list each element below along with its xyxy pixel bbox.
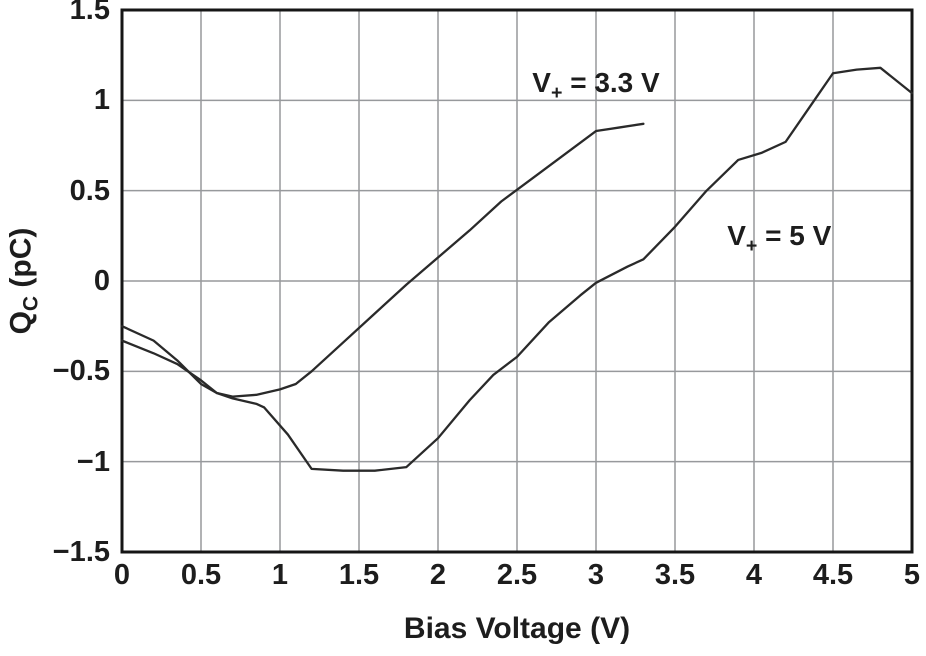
x-tick-label: 1 <box>271 559 289 591</box>
y-tick-label: 0 <box>93 265 110 297</box>
x-tick-label: 2.5 <box>496 559 538 591</box>
series-curve <box>120 122 645 398</box>
x-tick-label: 4 <box>745 559 763 591</box>
y-tick-label: −0.5 <box>52 355 110 388</box>
curve-label: V+ = 3.3 V <box>532 67 659 105</box>
plot-frame <box>120 8 914 554</box>
x-tick-label: 5 <box>903 559 921 591</box>
x-axis-title: Bias Voltage (V) <box>403 612 631 645</box>
y-tick-label: −1 <box>76 445 110 478</box>
y-tick-label: −1.5 <box>52 536 110 568</box>
curve-label-pre: V <box>727 220 746 252</box>
y-tick-label: 1 <box>93 84 110 117</box>
x-tick-label: 2 <box>429 559 447 591</box>
x-tick-label: 3.5 <box>654 559 696 591</box>
curve-label-pre: V <box>532 67 551 99</box>
y-tick-label: 0.5 <box>69 174 110 207</box>
x-tick-label: 1.5 <box>338 559 380 591</box>
y-axis-title-main: Q <box>4 311 38 335</box>
x-tick-label: 0.5 <box>180 559 222 591</box>
series-curve <box>120 66 914 472</box>
x-tick-label: 0 <box>113 559 131 591</box>
y-tick-label: 1.5 <box>69 0 110 26</box>
x-tick-label: 4.5 <box>812 559 854 591</box>
curve-label: V+ = 5 V <box>727 221 831 259</box>
curve-label-sub: + <box>745 235 758 258</box>
x-tick-label: 3 <box>587 559 605 591</box>
curve-label-post: = 5 V <box>757 220 832 252</box>
curve-label-post: = 3.3 V <box>562 67 660 99</box>
curve-label-sub: + <box>550 81 563 104</box>
y-axis-title-sub: C <box>19 295 43 312</box>
